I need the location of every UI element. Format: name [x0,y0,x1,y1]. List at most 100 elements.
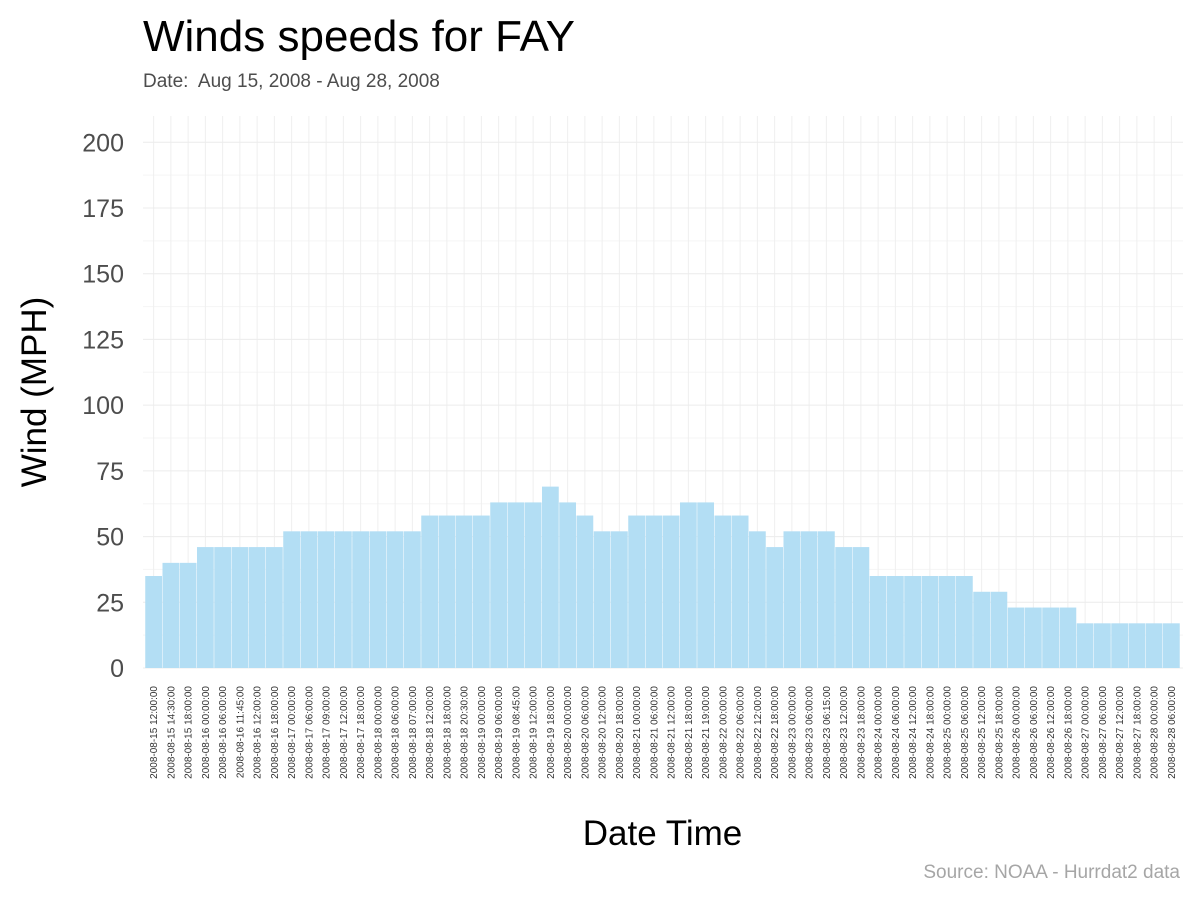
bar [1111,623,1128,668]
bar [990,591,1008,668]
x-tick-label: 2008-08-22 18:00:00 [770,686,781,779]
x-tick-label: 2008-08-16 11:45:00 [235,686,246,779]
y-tick-label: 25 [96,589,124,617]
x-tick-label: 2008-08-19 06:00:00 [494,686,505,779]
x-tick-label: 2008-08-15 18:00:00 [184,686,195,779]
y-tick-label: 150 [82,261,124,289]
bar [507,502,525,668]
x-tick-label: 2008-08-27 18:00:00 [1132,686,1143,779]
x-tick-label: 2008-08-15 12:00:00 [149,686,160,779]
bars [145,486,1180,668]
bar [266,547,283,668]
x-tick-label: 2008-08-27 06:00:00 [1098,686,1109,779]
chart-subtitle: Date: Aug 15, 2008 - Aug 28, 2008 [143,71,440,92]
bar [938,576,956,668]
x-tick-label: 2008-08-15 14:30:00 [166,686,177,779]
x-tick-label: 2008-08-23 00:00:00 [787,686,798,779]
x-tick-label: 2008-08-16 06:00:00 [218,686,229,779]
x-tick-label: 2008-08-20 06:00:00 [580,686,591,779]
x-tick-label: 2008-08-17 06:00:00 [304,686,315,779]
y-tick-label: 75 [96,458,124,486]
x-tick-label: 2008-08-26 06:00:00 [1029,686,1040,779]
x-tick-label: 2008-08-18 00:00:00 [373,686,384,779]
bar [852,547,870,668]
bar [145,576,162,668]
x-tick-label: 2008-08-16 12:00:00 [253,686,264,779]
x-tick-label: 2008-08-25 00:00:00 [943,686,954,779]
x-tick-label: 2008-08-20 12:00:00 [598,686,609,779]
bar [645,515,663,668]
bar [731,515,749,668]
bar [921,576,939,668]
bar [887,576,904,668]
bar [524,502,542,668]
y-tick-label: 50 [96,524,124,552]
y-tick-label: 0 [110,655,124,683]
bar [542,486,559,668]
bar [197,547,214,668]
x-tick-label: 2008-08-21 18:00:00 [684,686,695,779]
bar [576,515,594,668]
x-tick-label: 2008-08-18 18:00:00 [442,686,453,779]
bar [300,531,318,668]
x-tick-label: 2008-08-16 00:00:00 [201,686,212,779]
x-tick-label: 2008-08-19 12:00:00 [529,686,540,779]
bar [1163,623,1180,668]
x-tick-label: 2008-08-26 00:00:00 [1012,686,1023,779]
bar [386,531,404,668]
bar [1094,623,1111,668]
x-tick-label: 2008-08-22 00:00:00 [718,686,729,779]
y-axis-ticks: 0 25 50 75 100 125 150 175 200 [82,129,124,683]
bar [438,515,456,668]
bar [490,502,507,668]
bar [628,515,645,668]
x-axis-ticks: 2008-08-15 12:00:00 2008-08-15 14:30:00 20… [149,686,1178,779]
bar [1145,623,1163,668]
bar [162,562,180,668]
x-tick-label: 2008-08-19 08:45:00 [511,686,522,779]
y-tick-label: 125 [82,326,124,354]
bar [1042,607,1059,668]
bar [662,515,680,668]
bar [352,531,369,668]
bar [421,515,438,668]
bar [818,531,835,668]
x-tick-label: 2008-08-17 18:00:00 [356,686,367,779]
bar [335,531,352,668]
bar [404,531,421,668]
bar [904,576,921,668]
x-tick-label: 2008-08-18 20:30:00 [460,686,471,779]
x-tick-label: 2008-08-24 12:00:00 [908,686,919,779]
x-tick-label: 2008-08-26 12:00:00 [1046,686,1057,779]
bar [369,531,387,668]
x-tick-label: 2008-08-27 00:00:00 [1081,686,1092,779]
bar [1025,607,1042,668]
x-tick-label: 2008-08-25 06:00:00 [960,686,971,779]
x-tick-label: 2008-08-16 18:00:00 [270,686,281,779]
x-tick-label: 2008-08-21 00:00:00 [632,686,643,779]
bar [317,531,335,668]
y-tick-label: 200 [82,129,124,157]
bar [1007,607,1025,668]
x-tick-label: 2008-08-21 06:00:00 [649,686,660,779]
x-tick-label: 2008-08-26 18:00:00 [1063,686,1074,779]
x-tick-label: 2008-08-18 12:00:00 [425,686,436,779]
x-tick-label: 2008-08-18 07:00:00 [408,686,419,779]
x-tick-label: 2008-08-24 18:00:00 [925,686,936,779]
x-tick-label: 2008-08-23 06:15:00 [822,686,833,779]
chart-caption: Source: NOAA - Hurrdat2 data [923,862,1180,883]
bar [214,547,231,668]
bar [593,531,611,668]
x-tick-label: 2008-08-22 06:00:00 [736,686,747,779]
x-tick-label: 2008-08-23 06:00:00 [805,686,816,779]
x-tick-label: 2008-08-28 00:00:00 [1150,686,1161,779]
x-tick-label: 2008-08-23 18:00:00 [856,686,867,779]
x-tick-label: 2008-08-24 00:00:00 [874,686,885,779]
bar [473,515,490,668]
x-tick-label: 2008-08-28 06:00:00 [1167,686,1178,779]
bar [1128,623,1146,668]
bar [611,531,628,668]
bar [956,576,973,668]
bar [800,531,818,668]
